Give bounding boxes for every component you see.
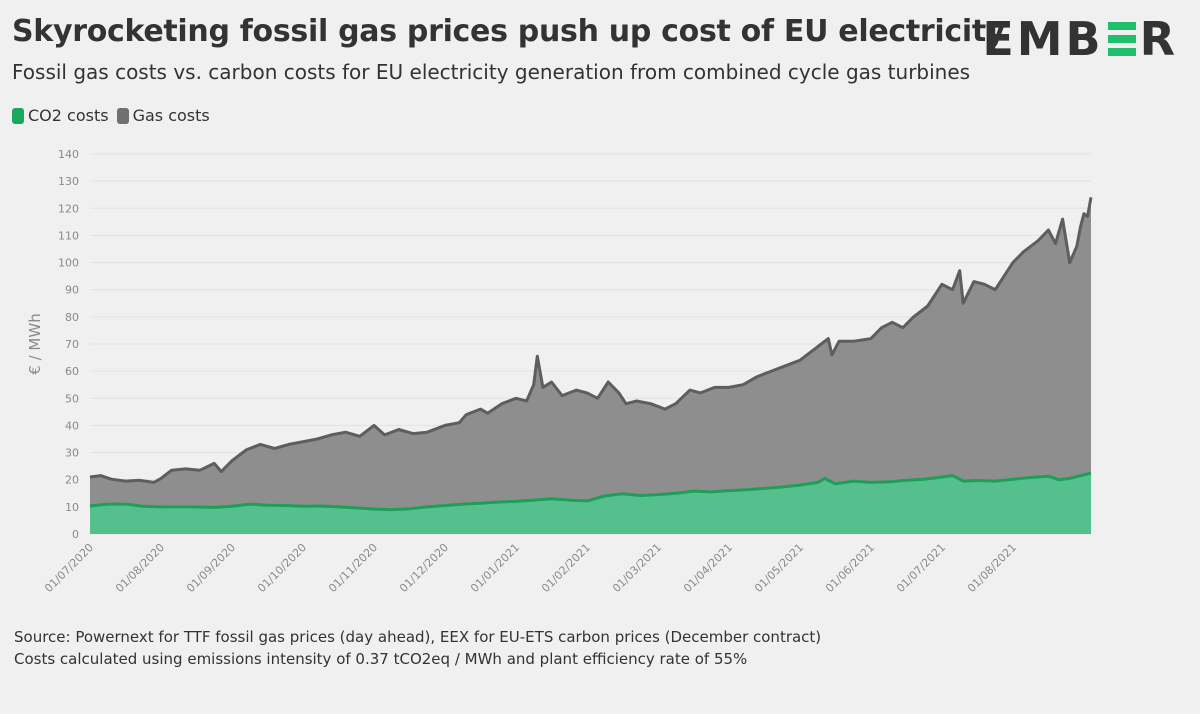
legend-label-co2: CO2 costs: [28, 106, 109, 125]
legend-swatch-co2: [12, 107, 24, 124]
y-tick-label: 10: [65, 501, 79, 514]
y-tick-label: 70: [65, 338, 79, 351]
logo-green-e-icon: [1107, 22, 1136, 56]
y-tick-label: 90: [65, 284, 79, 297]
x-tick-label: 01/06/2021: [823, 541, 877, 595]
x-tick-label: 01/04/2021: [681, 541, 735, 595]
gas-costs-line: [89, 197, 1093, 484]
y-tick-label: 80: [65, 311, 79, 324]
source-line-1: Source: Powernext for TTF fossil gas pri…: [14, 628, 822, 646]
gas-costs-area: [90, 197, 1091, 534]
co2-costs-area: [90, 472, 1091, 534]
x-tick-label: 01/08/2020: [113, 541, 167, 595]
y-tick-label: 140: [58, 148, 79, 161]
logo-text-left: EMB: [982, 12, 1104, 66]
legend-item-co2[interactable]: CO2 costs: [12, 106, 109, 125]
x-tick-label: 01/08/2021: [965, 541, 1019, 595]
y-tick-label: 130: [58, 175, 79, 188]
x-tick-label: 01/09/2020: [184, 541, 238, 595]
y-tick-label: 50: [65, 392, 79, 405]
legend-label-gas: Gas costs: [132, 106, 210, 125]
legend: CO2 costs Gas costs: [12, 106, 214, 125]
ember-logo: EMB R: [982, 12, 1178, 66]
y-tick-label: 20: [65, 474, 79, 487]
y-tick-label: 100: [58, 257, 79, 270]
legend-item-gas[interactable]: Gas costs: [116, 106, 210, 125]
y-axis-label: € / MWh: [26, 313, 44, 374]
legend-swatch-gas: [116, 107, 129, 124]
area-chart: 0 10 20 30 40 50 60 70 80 90 100 110 120 130 140 € / MW…: [26, 148, 1093, 595]
x-tick-label: 01/11/2020: [326, 541, 380, 595]
chart-title: Skyrocketing fossil gas prices push up c…: [12, 14, 1006, 49]
source-line-2: Costs calculated using emissions intensi…: [14, 650, 748, 668]
y-tick-label: 40: [65, 419, 79, 432]
logo-text-right: R: [1139, 12, 1178, 66]
y-tick-label: 120: [58, 202, 79, 215]
y-tick-label: 110: [58, 229, 79, 242]
y-tick-label: 30: [65, 447, 79, 460]
y-tick-label: 0: [72, 528, 79, 541]
source-note: Source: Powernext for TTF fossil gas pri…: [14, 626, 821, 670]
x-tick-label: 01/10/2020: [255, 541, 309, 595]
x-tick-label: 01/03/2021: [610, 541, 664, 595]
chart-subtitle: Fossil gas costs vs. carbon costs for EU…: [12, 60, 971, 84]
co2-costs-line: [89, 471, 1092, 512]
x-tick-label: 01/01/2021: [468, 541, 522, 595]
x-tick-label: 01/12/2020: [397, 541, 451, 595]
y-tick-label: 60: [65, 365, 79, 378]
x-tick-label: 01/05/2021: [752, 541, 806, 595]
x-tick-label: 01/07/2020: [42, 541, 96, 595]
x-tick-label: 01/02/2021: [539, 541, 593, 595]
x-tick-label: 01/07/2021: [894, 541, 948, 595]
